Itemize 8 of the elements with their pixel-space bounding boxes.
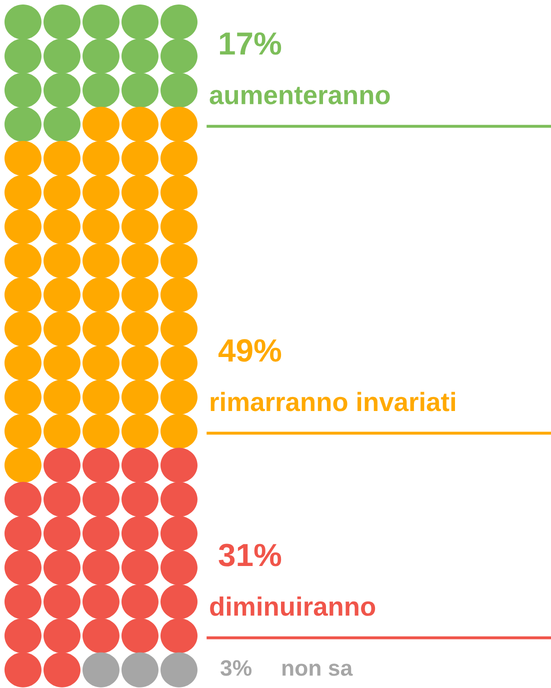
category-label: aumenteranno xyxy=(210,86,390,104)
data-label: 49% xyxy=(218,339,282,362)
category-label: rimarranno invariati xyxy=(210,392,455,412)
data-label: 3% xyxy=(220,660,252,676)
data-label: 17% xyxy=(220,32,282,55)
data-label: 31% xyxy=(218,544,282,566)
category-label: diminuiranno xyxy=(210,596,376,616)
category-label: non sa xyxy=(282,664,353,676)
